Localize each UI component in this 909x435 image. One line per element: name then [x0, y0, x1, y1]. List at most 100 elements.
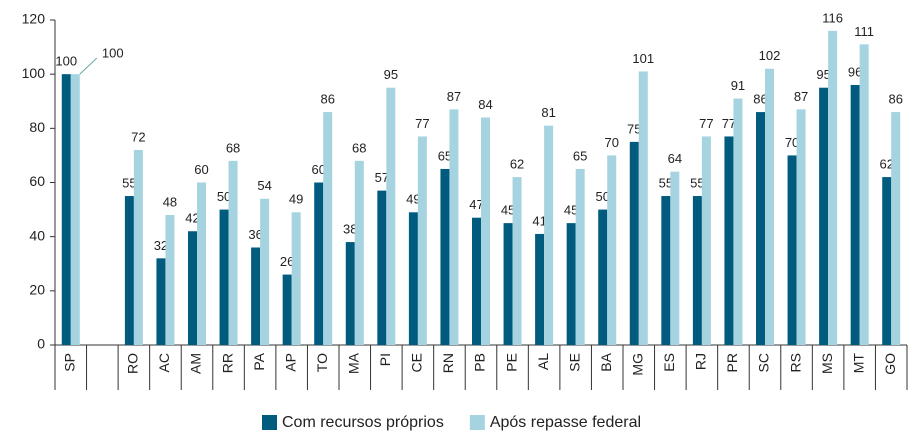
value-label: 36 [248, 227, 262, 242]
bar [787, 155, 797, 345]
value-label: 54 [257, 178, 271, 193]
value-label: 116 [822, 10, 843, 25]
value-label: 77 [415, 116, 429, 131]
value-label: 65 [438, 148, 452, 163]
x-tick-label: MG [629, 353, 645, 376]
bar [386, 87, 396, 345]
y-tick-label: 80 [29, 119, 45, 135]
value-label: 81 [541, 105, 555, 120]
value-label: 68 [226, 140, 240, 155]
value-label: 77 [699, 116, 713, 131]
bar [417, 136, 427, 345]
value-label: 84 [478, 97, 492, 112]
value-label: 86 [888, 92, 902, 107]
bar [165, 215, 175, 345]
value-label: 70 [785, 135, 799, 150]
bar [61, 74, 71, 346]
value-label: 60 [311, 162, 325, 177]
value-label: 102 [759, 48, 781, 63]
x-tick-label: SP [61, 353, 77, 372]
bar [188, 231, 197, 345]
value-label: 91 [731, 78, 745, 93]
x-tick-label: BA [598, 352, 614, 371]
bar [282, 274, 292, 345]
value-label: 96 [848, 64, 862, 79]
bar [765, 68, 774, 345]
bar [228, 160, 238, 345]
x-tick-label: PB [472, 353, 488, 372]
x-tick-label: RJ [693, 353, 709, 370]
x-tick-label: AC [156, 353, 172, 372]
bar [692, 196, 702, 345]
value-label: 100 [55, 54, 77, 69]
bar [756, 112, 765, 345]
bar [197, 182, 206, 345]
value-label: 32 [154, 238, 168, 253]
x-tick-label: RS [787, 353, 803, 372]
value-label: 55 [122, 175, 136, 190]
x-tick-label: MS [819, 353, 835, 374]
bar [124, 196, 134, 345]
value-label: 86 [320, 92, 334, 107]
value-label: 62 [879, 157, 893, 172]
bar [850, 85, 860, 345]
bar [291, 212, 301, 345]
value-label: 75 [627, 121, 641, 136]
bar [598, 209, 608, 345]
value-label: 57 [375, 170, 389, 185]
value-label: 101 [632, 51, 654, 66]
bar [629, 141, 639, 345]
value-label: 50 [217, 189, 231, 204]
x-tick-label: SE [566, 353, 582, 372]
y-tick-label: 60 [29, 173, 45, 189]
x-tick-label: RR [219, 353, 235, 373]
value-label: 95 [816, 67, 830, 82]
y-tick-label: 100 [22, 65, 46, 81]
value-label: 45 [501, 203, 515, 218]
bar [701, 136, 711, 345]
bar [323, 112, 333, 345]
bar [796, 109, 806, 345]
x-tick-label: MA [345, 352, 361, 374]
x-tick-label: AL [535, 353, 551, 370]
bar [354, 160, 364, 345]
x-tick-label: PR [724, 353, 740, 372]
bar [882, 177, 892, 345]
bar [638, 71, 648, 345]
value-label: 60 [194, 162, 208, 177]
bar [512, 177, 522, 345]
x-tick-label: GO [882, 353, 898, 375]
value-label: 47 [469, 197, 483, 212]
x-tick-label: PI [377, 353, 393, 366]
x-tick-label: SC [756, 353, 772, 372]
x-tick-label: RN [440, 353, 456, 373]
bar [345, 242, 355, 345]
leader-line [79, 57, 98, 75]
legend-swatch [469, 415, 485, 430]
value-label: 48 [163, 194, 177, 209]
legend-swatch [262, 415, 277, 430]
x-tick-label: AM [188, 353, 204, 374]
value-label: 64 [668, 151, 682, 166]
y-tick-label: 20 [29, 282, 45, 298]
bar [819, 87, 829, 345]
value-label: 70 [604, 135, 618, 150]
bar [661, 196, 671, 345]
value-label: 86 [753, 92, 767, 107]
value-label: 111 [854, 24, 874, 39]
value-label: 62 [510, 157, 524, 172]
value-label: 42 [185, 211, 199, 226]
bar [377, 190, 387, 345]
value-label: 26 [280, 254, 294, 269]
value-label: 95 [384, 67, 398, 82]
value-label: 49 [289, 192, 303, 207]
value-label: 77 [722, 116, 736, 131]
value-label: 72 [131, 129, 145, 144]
y-tick-label: 40 [29, 227, 45, 243]
bar [535, 233, 545, 345]
bar [449, 109, 459, 345]
x-tick-label: ES [661, 353, 677, 372]
value-label: 87 [447, 89, 461, 104]
bar [828, 30, 838, 345]
